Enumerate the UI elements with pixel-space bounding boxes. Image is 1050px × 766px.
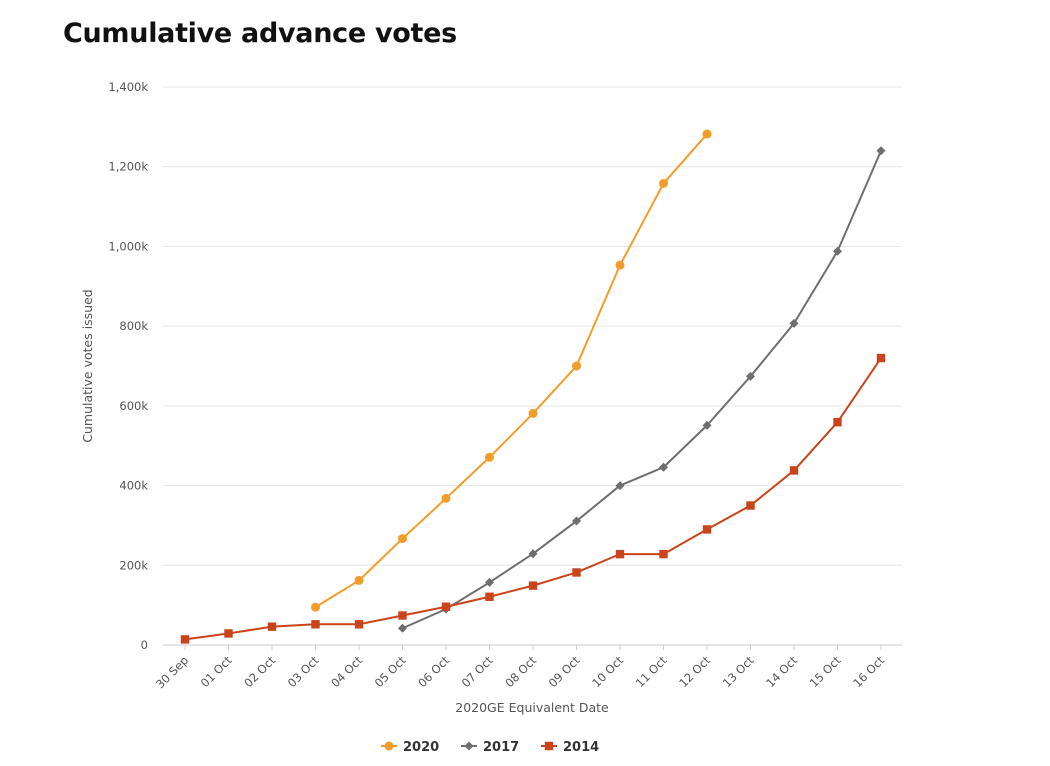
x-tick-label: 08 Oct	[502, 653, 539, 690]
x-tick-label: 10 Oct	[589, 653, 626, 690]
y-tick-label: 600k	[119, 399, 148, 413]
x-axis-ticks: 30 Sep 01 Oct 02 Oct 03 Oct 04 Oct 05 Oct 06 O…	[153, 645, 887, 691]
series-2014	[180, 353, 886, 644]
x-tick-label: 30 Sep	[153, 653, 191, 691]
x-tick-label: 12 Oct	[676, 653, 713, 690]
data-point-2014	[398, 611, 407, 620]
legend-item-2017[interactable]: 2017	[461, 740, 519, 755]
x-tick-label: 04 Oct	[328, 653, 365, 690]
legend-marker	[464, 741, 474, 751]
data-point-2014	[702, 525, 712, 534]
legend-marker	[544, 741, 554, 751]
data-point-2014	[180, 635, 190, 644]
y-tick-label: 1,200k	[108, 160, 148, 174]
data-point-2020	[572, 361, 581, 371]
data-point-2014	[224, 629, 233, 638]
data-point-2017	[572, 516, 581, 526]
x-tick-label: 01 Oct	[198, 653, 235, 690]
data-point-2017	[659, 462, 668, 472]
y-tick-label: 1,000k	[108, 239, 148, 253]
data-point-2017	[702, 420, 712, 430]
data-point-2017	[876, 146, 886, 156]
data-point-2014	[354, 620, 364, 629]
legend-item-2014[interactable]: 2014	[541, 740, 599, 755]
legend-label: 2017	[483, 740, 519, 755]
data-point-2020	[659, 178, 668, 188]
series-line-2014	[184, 357, 882, 641]
y-tick-label: 800k	[119, 319, 148, 333]
y-tick-label: 400k	[119, 479, 148, 493]
data-point-2020	[615, 260, 625, 270]
series-line-2017	[402, 150, 882, 630]
x-tick-label: 06 Oct	[415, 653, 452, 690]
data-point-2020	[441, 493, 451, 503]
data-point-2014	[615, 549, 625, 559]
x-tick-label: 02 Oct	[241, 653, 278, 690]
data-point-2014	[746, 501, 755, 510]
legend-label: 2014	[563, 740, 599, 755]
data-point-2017	[833, 246, 842, 256]
y-tick-label: 0	[141, 638, 148, 652]
legend-label: 2020	[403, 740, 439, 755]
chart-title: Cumulative advance votes	[63, 18, 457, 49]
data-point-2020	[398, 534, 407, 544]
data-point-2020	[528, 408, 538, 418]
series-line-2020	[314, 133, 708, 608]
data-point-2014	[789, 466, 799, 475]
legend-marker	[384, 741, 394, 751]
x-tick-label: 16 Oct	[850, 653, 887, 690]
data-point-2020	[311, 602, 320, 612]
data-point-2014	[659, 549, 668, 559]
x-tick-label: 11 Oct	[633, 653, 670, 690]
y-tick-label: 1,400k	[108, 80, 148, 94]
data-point-2020	[702, 129, 712, 139]
legend-item-2020[interactable]: 2020	[381, 740, 439, 755]
series-2017	[398, 146, 886, 633]
series-2020	[311, 129, 712, 612]
y-axis-ticks: 0 200k 400k 600k 800k 1,000k 1,200k 1,400k	[108, 80, 148, 652]
data-point-2014	[441, 602, 451, 611]
x-tick-label: 15 Oct	[807, 653, 844, 690]
legend: 2020 2017 2014	[381, 740, 599, 755]
data-point-2017	[528, 549, 538, 559]
data-point-2014	[876, 353, 886, 363]
data-point-2017	[789, 318, 799, 328]
data-point-2017	[398, 623, 407, 633]
x-tick-label: 14 Oct	[763, 653, 800, 690]
y-tick-label: 200k	[119, 558, 148, 572]
data-point-2014	[311, 620, 320, 629]
data-point-2017	[485, 577, 494, 587]
data-point-2014	[528, 581, 538, 590]
series-layer	[180, 129, 886, 644]
grid-lines	[163, 86, 902, 646]
data-point-2020	[354, 575, 364, 585]
x-axis-title: 2020GE Equivalent Date	[455, 700, 609, 715]
x-tick-label: 09 Oct	[546, 653, 583, 690]
x-tick-label: 03 Oct	[285, 653, 322, 690]
data-point-2020	[485, 452, 494, 462]
y-axis-title: Cumulative votes issued	[80, 289, 95, 443]
x-tick-label: 05 Oct	[372, 653, 409, 690]
data-point-2014	[267, 622, 277, 631]
data-point-2017	[746, 371, 755, 381]
data-point-2014	[485, 592, 494, 601]
x-tick-label: 13 Oct	[720, 653, 757, 690]
data-point-2017	[615, 481, 625, 491]
data-point-2014	[833, 417, 842, 427]
x-tick-label: 07 Oct	[459, 653, 496, 690]
data-point-2014	[572, 568, 581, 577]
